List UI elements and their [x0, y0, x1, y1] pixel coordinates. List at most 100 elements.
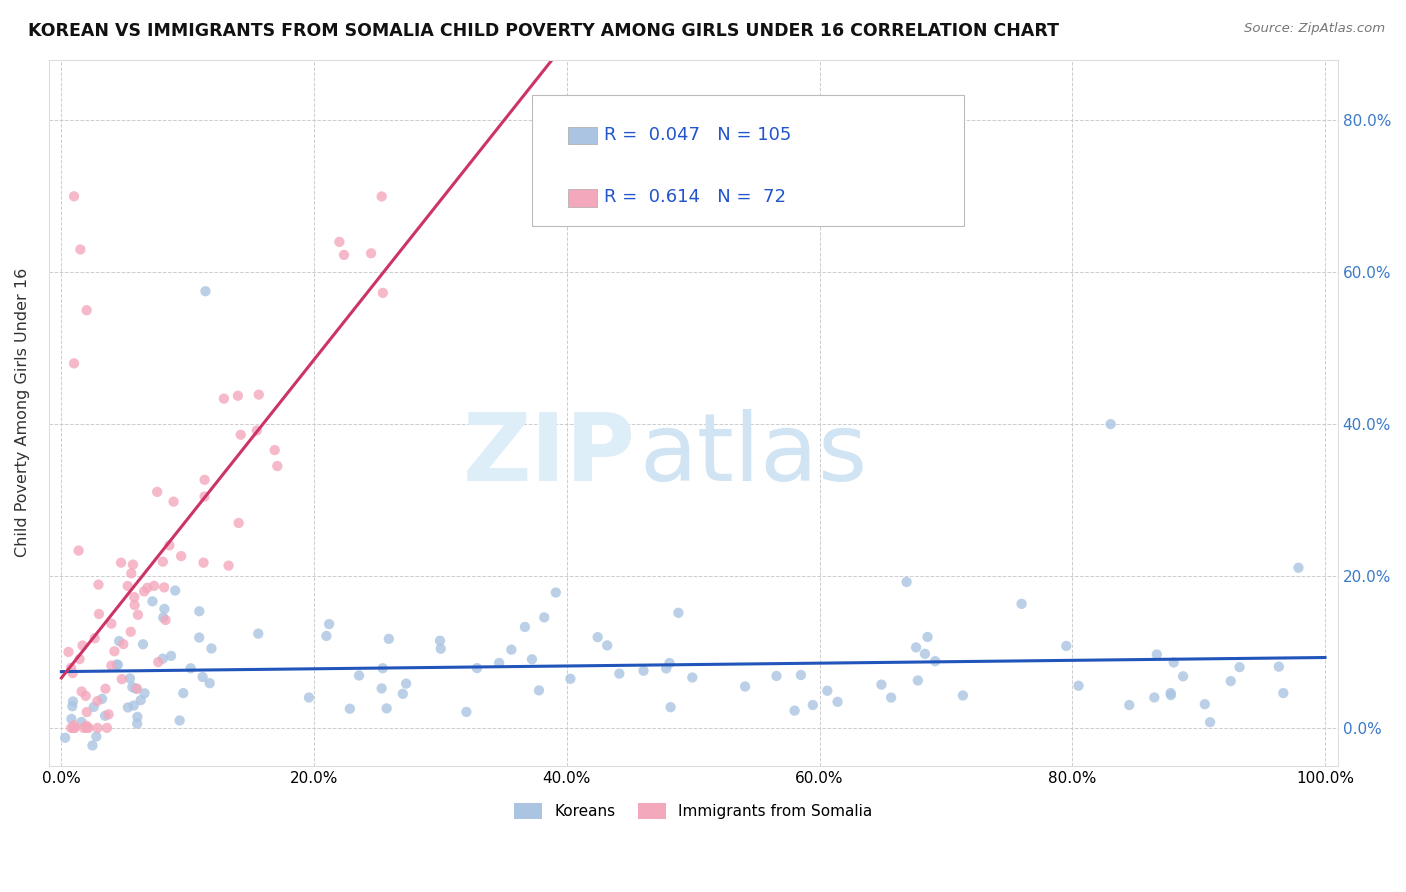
Point [125, 681, 148, 696]
Point [218, 558, 240, 573]
Point [905, 640, 928, 655]
Text: KOREAN VS IMMIGRANTS FROM SOMALIA CHILD POVERTY AMONG GIRLS UNDER 16 CORRELATION: KOREAN VS IMMIGRANTS FROM SOMALIA CHILD … [28, 22, 1059, 40]
Point [226, 389, 249, 403]
Point [127, 716, 149, 731]
Point [315, 629, 337, 643]
Point [1171, 669, 1194, 683]
Point [77, 721, 100, 735]
Point [118, 672, 141, 686]
Point [914, 647, 936, 661]
Point [815, 683, 838, 698]
Point [298, 690, 321, 705]
Point [191, 670, 214, 684]
Point [70, 684, 93, 698]
Point [513, 620, 536, 634]
Point [465, 661, 488, 675]
Point [194, 473, 217, 487]
Point [339, 702, 361, 716]
Point [1160, 688, 1182, 702]
Point [952, 689, 974, 703]
Point [395, 676, 418, 690]
Point [896, 574, 918, 589]
Point [121, 680, 143, 694]
Point [75, 719, 97, 733]
Point [870, 678, 893, 692]
Point [58, 645, 80, 659]
Point [827, 695, 849, 709]
Point [129, 693, 152, 707]
Point [157, 538, 180, 552]
Point [75, 689, 97, 703]
Text: R =  0.614   N =  72: R = 0.614 N = 72 [603, 188, 786, 206]
Point [659, 700, 682, 714]
Point [120, 624, 142, 639]
Point [655, 661, 678, 675]
Point [134, 686, 156, 700]
FancyBboxPatch shape [531, 95, 965, 226]
Point [76, 705, 98, 719]
Point [153, 602, 176, 616]
Point [100, 658, 122, 673]
Point [527, 683, 550, 698]
Point [60, 721, 83, 735]
Point [83, 632, 105, 646]
Point [122, 590, 145, 604]
Legend: Koreans, Immigrants from Somalia: Koreans, Immigrants from Somalia [508, 797, 879, 825]
Point [62, 694, 84, 708]
Text: Source: ZipAtlas.com: Source: ZipAtlas.com [1244, 22, 1385, 36]
Point [488, 656, 510, 670]
Point [97, 707, 120, 722]
Point [62, 666, 84, 681]
Point [165, 583, 187, 598]
Point [1272, 686, 1295, 700]
Point [1054, 639, 1077, 653]
Point [917, 630, 939, 644]
Point [188, 604, 211, 618]
Point [153, 580, 176, 594]
Point [117, 579, 139, 593]
Point [82, 739, 104, 753]
Point [193, 556, 215, 570]
Point [247, 626, 270, 640]
Point [907, 673, 929, 688]
Point [110, 556, 132, 570]
Text: atlas: atlas [640, 409, 868, 501]
Point [246, 424, 269, 438]
Point [122, 558, 145, 572]
Point [212, 392, 235, 406]
FancyBboxPatch shape [568, 189, 598, 207]
Point [734, 680, 756, 694]
Point [586, 630, 609, 644]
Point [658, 656, 681, 670]
Point [333, 248, 356, 262]
Point [60, 699, 83, 714]
Point [152, 610, 174, 624]
Point [198, 676, 221, 690]
Point [1067, 679, 1090, 693]
Point [100, 616, 122, 631]
Point [1268, 659, 1291, 673]
Point [63, 721, 86, 735]
Point [378, 632, 401, 646]
Point [152, 651, 174, 665]
Point [125, 681, 148, 696]
Point [76, 721, 98, 735]
Point [86, 694, 108, 708]
Text: R =  0.047   N = 105: R = 0.047 N = 105 [603, 126, 792, 145]
Point [247, 387, 270, 401]
Point [94, 681, 117, 696]
Point [84, 730, 107, 744]
Point [180, 661, 202, 675]
Point [266, 458, 288, 473]
Point [63, 189, 86, 203]
Point [111, 672, 134, 686]
Point [1118, 698, 1140, 712]
Point [67, 543, 90, 558]
Text: ZIP: ZIP [463, 409, 636, 501]
Point [193, 490, 215, 504]
Point [132, 584, 155, 599]
Point [370, 681, 392, 696]
Point [122, 698, 145, 713]
Point [124, 598, 146, 612]
Point [370, 189, 392, 203]
